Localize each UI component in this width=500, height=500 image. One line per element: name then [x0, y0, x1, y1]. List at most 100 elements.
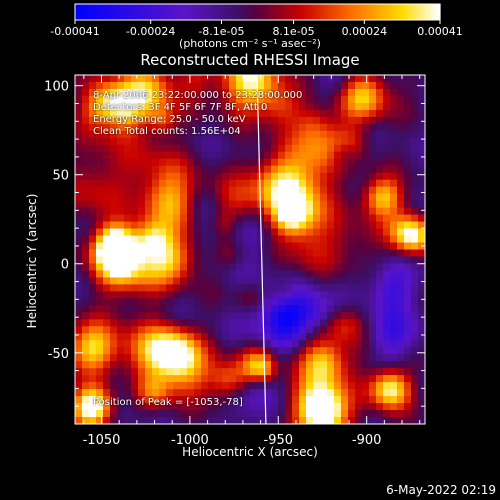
heatmap-pixel — [334, 389, 342, 397]
heatmap-pixel — [264, 312, 272, 320]
heatmap-pixel — [145, 382, 153, 390]
heatmap-pixel — [404, 256, 412, 264]
heatmap-pixel — [229, 116, 237, 125]
heatmap-pixel — [117, 326, 125, 334]
heatmap-pixel — [348, 179, 356, 188]
heatmap-pixel — [376, 151, 384, 160]
heatmap-pixel — [376, 172, 384, 181]
heatmap-pixel — [159, 81, 167, 90]
heatmap-pixel — [271, 179, 279, 188]
heatmap-pixel — [341, 165, 349, 174]
heatmap-pixel — [369, 403, 377, 411]
heatmap-pixel — [418, 193, 426, 202]
heatmap-pixel — [173, 389, 181, 397]
heatmap-pixel — [180, 228, 188, 237]
heatmap-pixel — [348, 284, 356, 292]
heatmap-pixel — [383, 75, 391, 83]
heatmap-pixel — [334, 200, 342, 209]
heatmap-pixel — [236, 151, 244, 160]
heatmap-pixel — [376, 340, 384, 348]
heatmap-pixel — [131, 102, 139, 111]
heatmap-pixel — [285, 102, 293, 111]
heatmap-pixel — [166, 354, 174, 362]
heatmap-pixel — [117, 221, 125, 230]
heatmap-pixel — [355, 333, 363, 341]
heatmap-pixel — [257, 249, 265, 257]
heatmap-pixel — [355, 81, 363, 90]
heatmap-pixel — [383, 207, 391, 216]
heatmap-pixel — [82, 389, 90, 397]
heatmap-pixel — [299, 263, 307, 271]
heatmap-pixel — [222, 116, 230, 125]
heatmap-pixel — [180, 305, 188, 313]
peak-position-label: Position of Peak = [-1053,-78] — [93, 397, 243, 408]
heatmap-pixel — [397, 242, 405, 250]
heatmap-pixel — [313, 396, 321, 404]
heatmap-pixel — [145, 305, 153, 313]
heatmap-pixel — [355, 291, 363, 299]
heatmap-pixel — [145, 172, 153, 181]
heatmap-pixel — [376, 200, 384, 209]
colorbar-segment — [357, 4, 362, 20]
heatmap-pixel — [152, 347, 160, 355]
heatmap-pixel — [292, 151, 300, 160]
heatmap-pixel — [355, 389, 363, 397]
heatmap-pixel — [96, 396, 104, 404]
heatmap-pixel — [89, 319, 97, 327]
heatmap-pixel — [152, 235, 160, 244]
heatmap-pixel — [243, 130, 251, 139]
heatmap-pixel — [355, 200, 363, 209]
heatmap-pixel — [404, 410, 412, 418]
heatmap-pixel — [411, 75, 419, 83]
heatmap-pixel — [299, 207, 307, 216]
heatmap-pixel — [376, 95, 384, 104]
heatmap-pixel — [306, 382, 314, 390]
heatmap-pixel — [250, 298, 258, 306]
heatmap-pixel — [299, 102, 307, 111]
heatmap-pixel — [229, 214, 237, 223]
heatmap-pixel — [299, 88, 307, 97]
heatmap-pixel — [89, 221, 97, 230]
heatmap-pixel — [285, 75, 293, 83]
heatmap-pixel — [264, 242, 272, 250]
heatmap-pixel — [369, 410, 377, 418]
heatmap-pixel — [299, 403, 307, 411]
heatmap-pixel — [257, 326, 265, 334]
heatmap-pixel — [222, 410, 230, 418]
heatmap-pixel — [299, 333, 307, 341]
heatmap-pixel — [348, 354, 356, 362]
heatmap-pixel — [166, 95, 174, 104]
heatmap-pixel — [117, 312, 125, 320]
heatmap-pixel — [222, 144, 230, 153]
heatmap-pixel — [320, 284, 328, 292]
heatmap-pixel — [313, 172, 321, 181]
heatmap-pixel — [271, 375, 279, 383]
heatmap-pixel — [362, 277, 370, 285]
heatmap-pixel — [250, 277, 258, 285]
heatmap-pixel — [243, 158, 251, 167]
heatmap-pixel — [96, 347, 104, 355]
heatmap-pixel — [348, 116, 356, 125]
heatmap-pixel — [418, 375, 426, 383]
heatmap-pixel — [194, 109, 202, 118]
heatmap-pixel — [390, 347, 398, 355]
heatmap-pixel — [257, 165, 265, 174]
heatmap-pixel — [159, 298, 167, 306]
heatmap-pixel — [131, 109, 139, 118]
heatmap-pixel — [229, 270, 237, 278]
heatmap-pixel — [390, 172, 398, 181]
heatmap-pixel — [180, 389, 188, 397]
heatmap-pixel — [229, 284, 237, 292]
heatmap-pixel — [404, 326, 412, 334]
heatmap-pixel — [411, 172, 419, 181]
heatmap-pixel — [355, 221, 363, 230]
heatmap-pixel — [376, 305, 384, 313]
heatmap-pixel — [299, 151, 307, 160]
colorbar-segment — [236, 4, 240, 20]
heatmap-pixel — [159, 284, 167, 292]
heatmap-pixel — [341, 88, 349, 97]
heatmap-pixel — [173, 291, 181, 299]
heatmap-pixel — [285, 298, 293, 306]
heatmap-pixel — [103, 291, 111, 299]
heatmap-pixel — [75, 270, 83, 278]
